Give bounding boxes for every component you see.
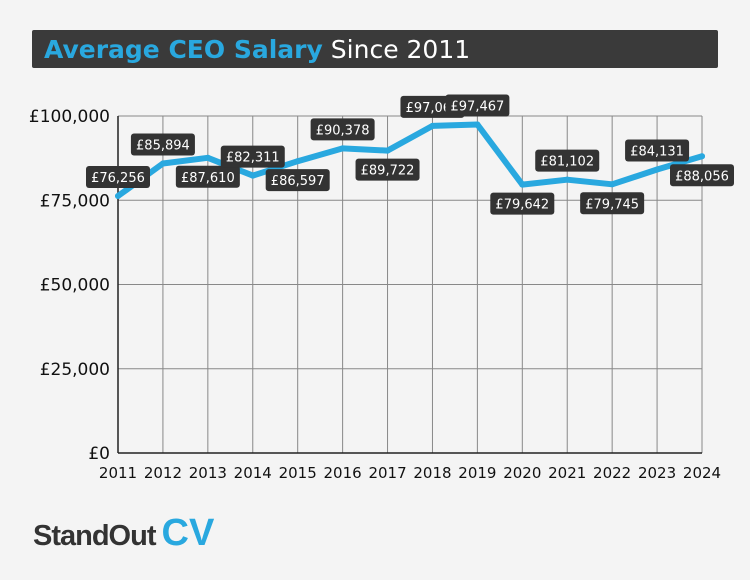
x-tick-label: 2019 [458, 464, 496, 482]
data-label: £82,311 [226, 151, 280, 166]
x-tick-label: 2011 [99, 464, 137, 482]
title-rest: Since 2011 [330, 34, 471, 64]
x-tick-label: 2022 [593, 464, 631, 482]
x-tick-label: 2023 [638, 464, 676, 482]
data-label-box [355, 158, 420, 181]
data-point [339, 145, 346, 152]
y-tick-label: £0 [88, 444, 110, 464]
data-label: £76,256 [91, 171, 145, 186]
data-label-box [490, 192, 555, 215]
data-label: £89,722 [361, 164, 415, 179]
x-tick-label: 2018 [413, 464, 451, 482]
data-label: £81,102 [540, 155, 594, 170]
title-highlight: Average CEO Salary [44, 34, 323, 64]
data-label-box [310, 118, 375, 141]
x-tick-label: 2017 [368, 464, 406, 482]
data-point [204, 154, 211, 161]
data-point [654, 166, 661, 173]
data-point [294, 158, 301, 165]
title-bar: Average CEO Salary Since 2011 [32, 30, 718, 68]
data-point [519, 181, 526, 188]
data-label-box [220, 145, 285, 168]
x-tick-label: 2021 [548, 464, 586, 482]
data-label-box [175, 165, 240, 188]
x-tick-label: 2020 [503, 464, 541, 482]
data-point [159, 160, 166, 167]
data-label-box [265, 169, 330, 192]
y-tick-label: £25,000 [40, 360, 110, 380]
data-label: £86,597 [271, 174, 325, 189]
data-label-box [580, 192, 645, 215]
data-point [699, 153, 705, 160]
x-tick-label: 2013 [189, 464, 227, 482]
data-point [609, 181, 616, 188]
data-label: £88,056 [675, 169, 729, 184]
data-label-box [535, 149, 600, 172]
brand-logo: StandOut CV [33, 512, 214, 555]
data-label: £79,745 [585, 197, 639, 212]
x-tick-label: 2024 [683, 464, 721, 482]
data-point [249, 172, 256, 179]
x-tick-label: 2014 [234, 464, 272, 482]
data-label: £85,894 [136, 139, 190, 154]
data-point [429, 122, 436, 129]
series-line [115, 121, 705, 199]
data-label: £84,131 [630, 144, 684, 159]
data-label-box [670, 164, 734, 187]
data-point [474, 121, 481, 128]
y-tick-label: £100,000 [29, 107, 110, 127]
data-label: £79,642 [495, 198, 549, 213]
line-chart: £0 £25,000 £50,000 £75,000 £100,000 2011 2012 2… [29, 94, 734, 482]
data-label: £90,378 [316, 123, 370, 138]
brand-cv: CV [161, 512, 215, 554]
data-point [115, 193, 121, 200]
data-label-box [130, 133, 195, 156]
brand-name: StandOut [33, 520, 156, 552]
data-label-box [445, 94, 510, 117]
x-tick-label: 2016 [324, 464, 362, 482]
data-label: £87,610 [181, 171, 235, 186]
data-label-box [625, 139, 690, 162]
chart-title: Average CEO Salary Since 2011 [44, 35, 470, 64]
data-label: £97,467 [451, 100, 505, 115]
y-tick-label: £50,000 [40, 276, 110, 296]
y-tick-label: £75,000 [40, 191, 110, 211]
data-label-box [86, 166, 150, 189]
data-point [384, 147, 391, 154]
x-tick-label: 2012 [144, 464, 182, 482]
data-point [564, 176, 571, 183]
x-tick-label: 2015 [279, 464, 317, 482]
